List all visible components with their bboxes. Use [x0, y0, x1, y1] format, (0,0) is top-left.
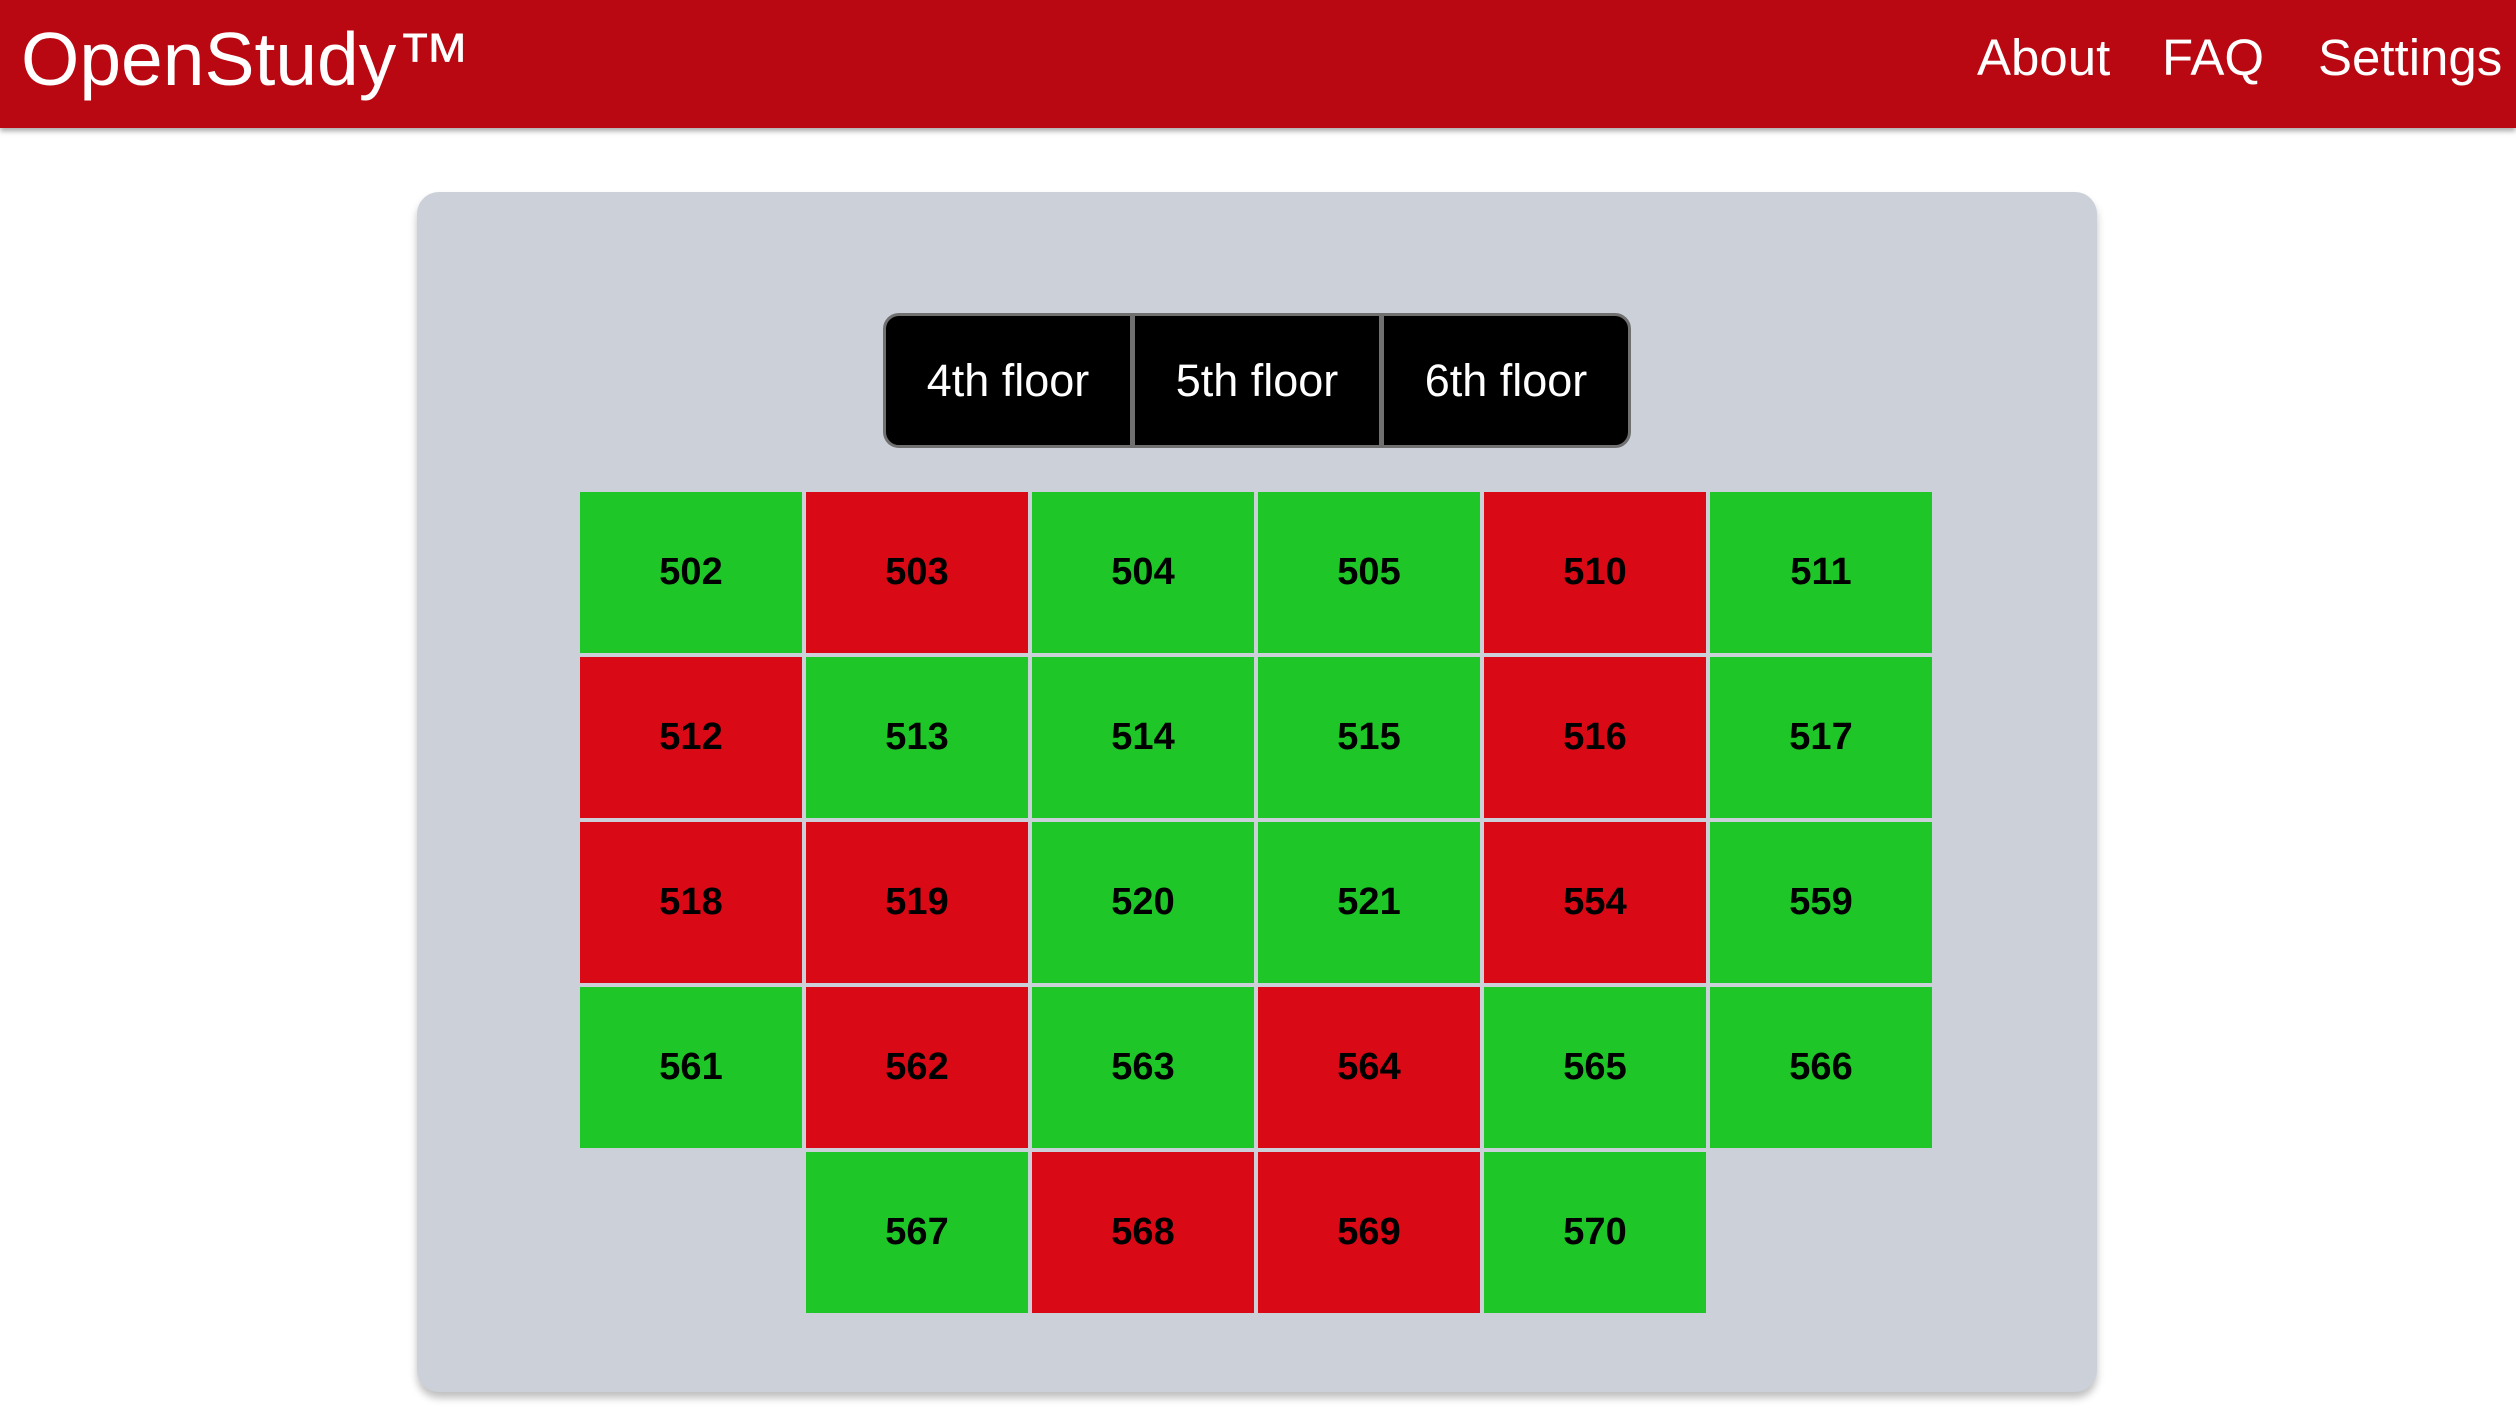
room-510-button[interactable]: 510 — [1484, 492, 1706, 653]
floor-button-6th[interactable]: 6th floor — [1379, 316, 1628, 445]
floor-button-5th[interactable]: 5th floor — [1130, 316, 1379, 445]
room-565-button[interactable]: 565 — [1484, 987, 1706, 1148]
room-563-button[interactable]: 563 — [1032, 987, 1254, 1148]
room-564-button[interactable]: 564 — [1258, 987, 1480, 1148]
room-505-button[interactable]: 505 — [1258, 492, 1480, 653]
nav-link-about[interactable]: About — [1977, 29, 2111, 86]
room-502-button[interactable]: 502 — [580, 492, 802, 653]
room-567-button[interactable]: 567 — [806, 1152, 1028, 1313]
room-515-button[interactable]: 515 — [1258, 657, 1480, 818]
room-561-button[interactable]: 561 — [580, 987, 802, 1148]
room-503-button[interactable]: 503 — [806, 492, 1028, 653]
room-559-button[interactable]: 559 — [1710, 822, 1932, 983]
room-516-button[interactable]: 516 — [1484, 657, 1706, 818]
nav-link-settings[interactable]: Settings — [2318, 29, 2503, 86]
room-520-button[interactable]: 520 — [1032, 822, 1254, 983]
room-511-button[interactable]: 511 — [1710, 492, 1932, 653]
room-512-button[interactable]: 512 — [580, 657, 802, 818]
room-grid: 502 503 504 505 510 511 512 513 514 515 516 517 518 5… — [580, 492, 1935, 1313]
room-554-button[interactable]: 554 — [1484, 822, 1706, 983]
room-519-button[interactable]: 519 — [806, 822, 1028, 983]
room-518-button[interactable]: 518 — [580, 822, 802, 983]
room-569-button[interactable]: 569 — [1258, 1152, 1480, 1313]
room-570-button[interactable]: 570 — [1484, 1152, 1706, 1313]
room-568-button[interactable]: 568 — [1032, 1152, 1254, 1313]
floor-button-4th[interactable]: 4th floor — [926, 354, 1090, 406]
room-513-button[interactable]: 513 — [806, 657, 1028, 818]
top-navbar: OpenStudy™ About FAQ Settings — [0, 0, 2516, 128]
room-566-button[interactable]: 566 — [1710, 987, 1932, 1148]
room-514-button[interactable]: 514 — [1032, 657, 1254, 818]
room-562-button[interactable]: 562 — [806, 987, 1028, 1148]
room-517-button[interactable]: 517 — [1710, 657, 1932, 818]
room-521-button[interactable]: 521 — [1258, 822, 1480, 983]
floor-selector: 4th floor 5th floor 6th floor — [883, 313, 1631, 448]
room-504-button[interactable]: 504 — [1032, 492, 1254, 653]
nav-link-faq[interactable]: FAQ — [2162, 29, 2265, 86]
brand-logo-text[interactable]: OpenStudy™ — [21, 17, 472, 101]
